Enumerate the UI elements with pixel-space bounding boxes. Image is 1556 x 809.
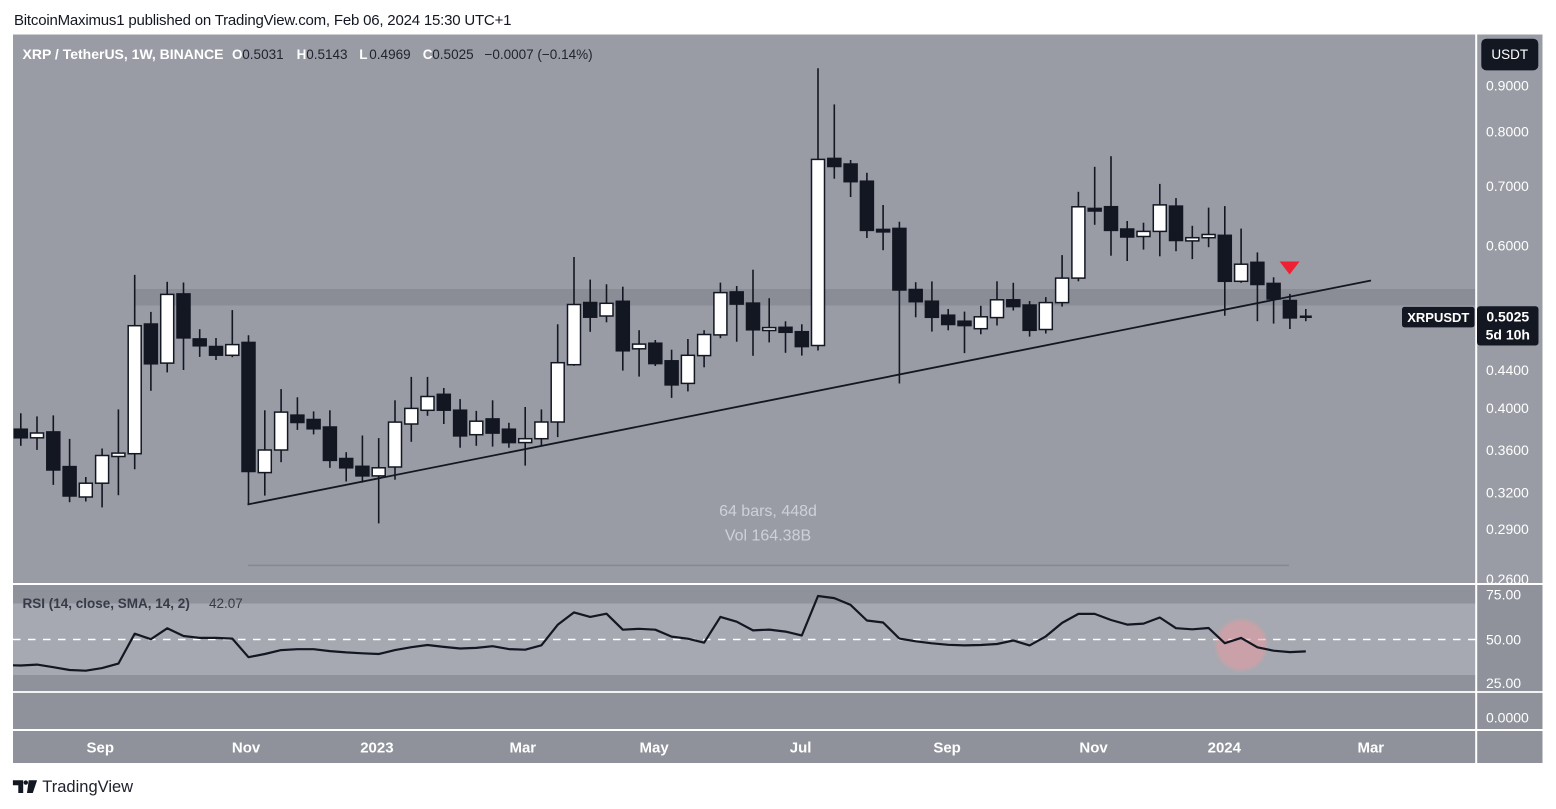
svg-text:XRPUSDT: XRPUSDT	[1407, 310, 1469, 325]
svg-text:0.5025: 0.5025	[1486, 309, 1529, 325]
svg-text:L: L	[359, 47, 367, 62]
svg-text:0.0000: 0.0000	[1486, 710, 1529, 726]
svg-text:C: C	[423, 47, 433, 62]
svg-text:TradingView: TradingView	[42, 778, 133, 796]
svg-text:0.4969: 0.4969	[369, 47, 410, 62]
svg-text:RSI (14, close, SMA, 14, 2): RSI (14, close, SMA, 14, 2)	[23, 596, 190, 611]
svg-text:O: O	[232, 47, 243, 62]
svg-text:0.4000: 0.4000	[1486, 400, 1529, 416]
svg-text:0.4400: 0.4400	[1486, 362, 1529, 378]
svg-text:Mar: Mar	[509, 740, 536, 757]
svg-text:XRP / TetherUS, 1W, BINANCE: XRP / TetherUS, 1W, BINANCE	[23, 46, 224, 62]
svg-text:0.8000: 0.8000	[1486, 123, 1529, 139]
svg-text:Jul: Jul	[790, 740, 812, 757]
svg-text:USDT: USDT	[1491, 47, 1528, 62]
svg-text:2023: 2023	[360, 740, 393, 757]
svg-text:May: May	[640, 740, 670, 757]
svg-text:42.07: 42.07	[209, 596, 243, 611]
svg-text:0.5025: 0.5025	[432, 47, 473, 62]
svg-text:−0.0007 (−0.14%): −0.0007 (−0.14%)	[485, 47, 593, 62]
svg-text:H: H	[297, 47, 307, 62]
svg-text:Nov: Nov	[1079, 740, 1108, 757]
svg-text:0.2900: 0.2900	[1486, 521, 1529, 537]
svg-text:0.3600: 0.3600	[1486, 442, 1529, 458]
svg-text:0.6000: 0.6000	[1486, 238, 1529, 254]
svg-text:5d 10h: 5d 10h	[1486, 327, 1530, 343]
svg-text:0.3200: 0.3200	[1486, 484, 1529, 500]
svg-text:25.00: 25.00	[1486, 675, 1521, 691]
svg-text:0.9000: 0.9000	[1486, 78, 1529, 94]
svg-text:Sep: Sep	[87, 740, 115, 757]
svg-text:64 bars, 448d: 64 bars, 448d	[719, 503, 817, 520]
svg-text:50.00: 50.00	[1486, 632, 1521, 648]
svg-text:BitcoinMaximus1 published on T: BitcoinMaximus1 published on TradingView…	[14, 12, 511, 29]
svg-text:Mar: Mar	[1357, 740, 1384, 757]
svg-text:2024: 2024	[1208, 740, 1242, 757]
svg-text:Sep: Sep	[933, 740, 961, 757]
svg-text:0.2600: 0.2600	[1486, 571, 1529, 587]
svg-text:Nov: Nov	[232, 740, 261, 757]
svg-text:0.5143: 0.5143	[306, 47, 347, 62]
svg-text:0.5031: 0.5031	[242, 47, 283, 62]
svg-text:75.00: 75.00	[1486, 586, 1521, 602]
svg-text:Vol 164.38B: Vol 164.38B	[725, 528, 811, 545]
svg-text:0.7000: 0.7000	[1486, 178, 1529, 194]
